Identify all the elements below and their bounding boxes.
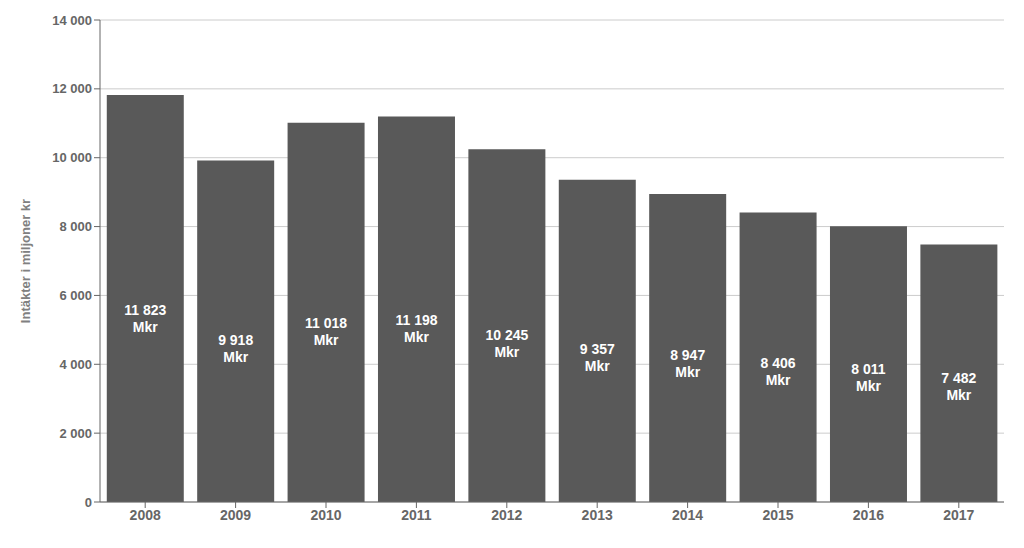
svg-text:2013: 2013 bbox=[582, 507, 613, 523]
svg-text:7 482Mkr: 7 482Mkr bbox=[941, 370, 976, 403]
svg-text:8 000: 8 000 bbox=[59, 219, 92, 234]
svg-text:0: 0 bbox=[85, 495, 92, 510]
svg-text:2 000: 2 000 bbox=[59, 426, 92, 441]
svg-text:6 000: 6 000 bbox=[59, 288, 92, 303]
svg-text:9 918Mkr: 9 918Mkr bbox=[218, 332, 253, 365]
svg-text:8 406Mkr: 8 406Mkr bbox=[761, 355, 796, 388]
svg-text:2009: 2009 bbox=[220, 507, 251, 523]
svg-text:Intäkter i miljoner kr: Intäkter i miljoner kr bbox=[18, 199, 33, 323]
svg-text:12 000: 12 000 bbox=[52, 81, 92, 96]
svg-text:8 011Mkr: 8 011Mkr bbox=[851, 361, 885, 394]
svg-text:2012: 2012 bbox=[491, 507, 522, 523]
svg-text:11 823Mkr: 11 823Mkr bbox=[124, 302, 166, 335]
svg-text:11 198Mkr: 11 198Mkr bbox=[395, 312, 437, 345]
svg-text:14 000: 14 000 bbox=[52, 13, 92, 28]
svg-text:2014: 2014 bbox=[672, 507, 703, 523]
svg-text:2008: 2008 bbox=[130, 507, 161, 523]
svg-text:2017: 2017 bbox=[943, 507, 974, 523]
svg-text:10 000: 10 000 bbox=[52, 150, 92, 165]
svg-text:2015: 2015 bbox=[762, 507, 793, 523]
svg-text:2011: 2011 bbox=[401, 507, 432, 523]
svg-text:11 018Mkr: 11 018Mkr bbox=[305, 315, 347, 348]
svg-text:9 357Mkr: 9 357Mkr bbox=[580, 341, 615, 374]
svg-text:10 245Mkr: 10 245Mkr bbox=[485, 327, 528, 360]
svg-text:8 947Mkr: 8 947Mkr bbox=[670, 347, 705, 380]
svg-text:2016: 2016 bbox=[853, 507, 884, 523]
svg-text:4 000: 4 000 bbox=[59, 357, 92, 372]
svg-text:2010: 2010 bbox=[310, 507, 341, 523]
